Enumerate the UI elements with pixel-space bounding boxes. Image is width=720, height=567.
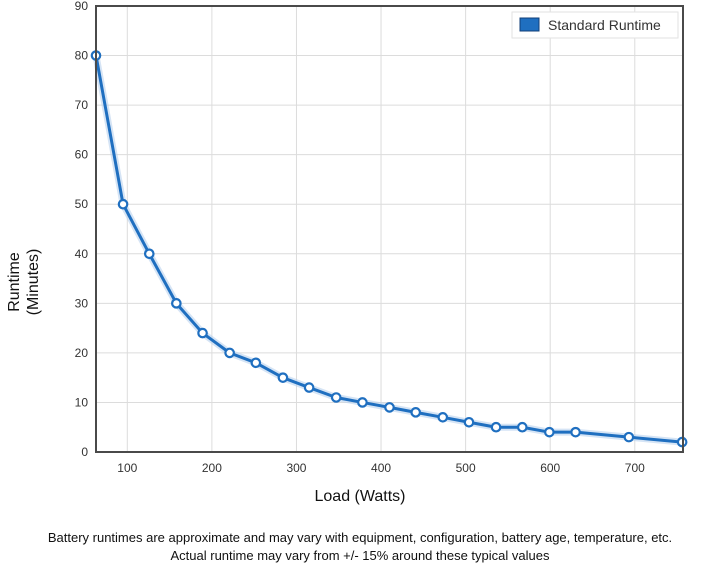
y-tick-label: 10: [75, 395, 89, 409]
grid-lines: [96, 5, 683, 453]
y-tick-label: 60: [75, 148, 89, 162]
data-point: [197, 327, 208, 339]
x-tick-label: 600: [540, 461, 560, 475]
x-tick-label: 400: [371, 461, 391, 475]
x-tick-label: 100: [117, 461, 137, 475]
y-tick-label: 50: [75, 197, 89, 211]
data-point: [117, 198, 129, 210]
data-point: [224, 347, 235, 359]
plot-frame: [95, 5, 684, 453]
data-point: [171, 298, 182, 309]
y-tick-label: 30: [75, 296, 89, 310]
x-tick-label: 500: [456, 461, 476, 475]
runtime-chart: 0 10 20 30 40 50 60 70 80 90 100 200 300 400 500 600 70…: [75, 0, 688, 475]
y-tick-label: 0: [81, 445, 88, 459]
x-tick-label: 200: [202, 461, 222, 475]
data-point: [303, 382, 315, 393]
x-axis-ticks: 100 200 300 400 500 600 700: [117, 461, 645, 475]
data-point: [410, 407, 422, 418]
legend-label: Standard Runtime: [548, 17, 661, 33]
data-point: [463, 416, 475, 428]
legend-swatch: [519, 17, 540, 32]
footnote-line-2: Actual runtime may vary from +/- 15% aro…: [170, 548, 550, 563]
data-point: [384, 402, 395, 413]
x-axis-label: Load (Watts): [314, 488, 406, 505]
y-tick-label: 80: [75, 49, 89, 63]
data-point: [516, 421, 528, 433]
y-tick-label: 20: [75, 346, 89, 360]
legend: Standard Runtime: [511, 11, 679, 39]
x-tick-label: 700: [625, 461, 645, 475]
y-tick-label: 90: [75, 0, 89, 13]
series-standard-runtime: [90, 50, 688, 448]
data-point: [570, 426, 581, 438]
data-point: [544, 426, 555, 438]
y-axis-ticks: 0 10 20 30 40 50 60 70 80 90: [75, 0, 89, 459]
plot-area: [96, 6, 683, 452]
legend-box: [511, 11, 679, 39]
data-point: [623, 431, 635, 443]
y-axis-label-line2: (Minutes): [25, 248, 42, 316]
data-point: [490, 421, 502, 433]
y-tick-label: 70: [75, 98, 89, 112]
data-point: [143, 248, 155, 260]
data-point: [357, 397, 368, 408]
x-tick-label: 300: [286, 461, 306, 475]
data-point: [277, 372, 289, 383]
data-point: [250, 357, 262, 369]
y-tick-label: 40: [75, 247, 89, 261]
y-axis-label: Runtime (Minutes): [2, 222, 46, 342]
data-point: [437, 412, 449, 423]
footnote-line-1: Battery runtimes are approximate and may…: [47, 530, 673, 545]
data-point: [330, 392, 342, 403]
y-axis-label-line1: Runtime: [6, 252, 23, 312]
